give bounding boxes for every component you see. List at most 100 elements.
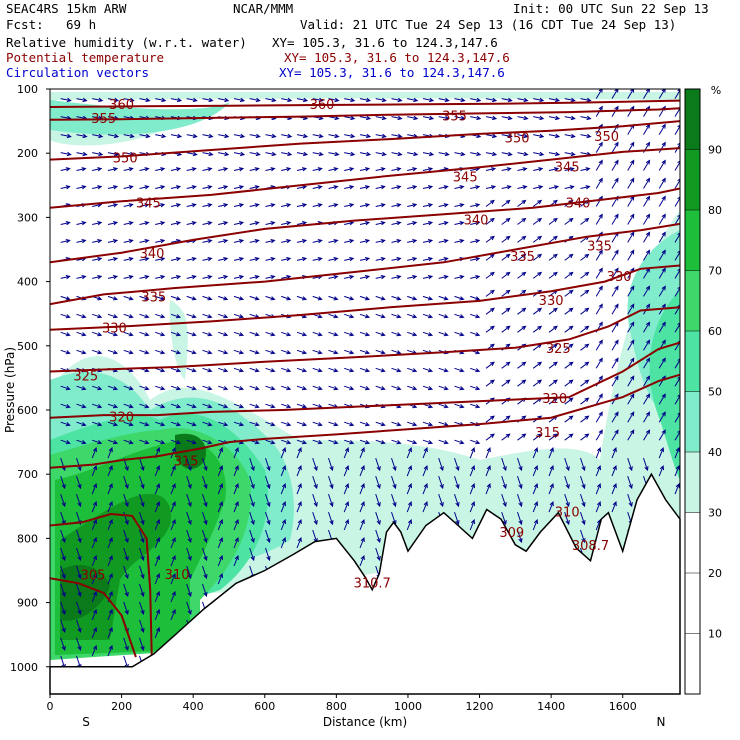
wind-vector [627,89,635,99]
theta-label: 340 [464,214,489,229]
wind-vector [312,367,323,373]
wind-vector [186,185,197,190]
colorbar-segment [685,149,700,210]
theta-contour-345 [50,147,680,209]
theta-contour-310 [50,512,153,667]
wind-vector [658,411,666,423]
wind-vector [359,275,371,280]
wind-vector [107,385,119,391]
wind-vector [611,501,617,513]
wind-vector [470,403,481,409]
wind-vector [627,105,635,117]
wind-vector [532,217,543,225]
wind-vector [60,275,71,280]
wind-vector [375,439,386,445]
wind-vector [312,133,324,139]
wind-vector [595,357,603,369]
wind-vector [328,421,339,427]
wind-vector [312,439,323,445]
wind-vector [60,421,71,427]
wind-vector [627,339,635,351]
wind-vector [391,493,397,508]
wind-vector [123,313,134,319]
wind-vector [485,289,495,297]
wind-vector [202,257,213,262]
wind-vector [60,97,72,103]
wind-vector [595,249,603,261]
theta-label: 350 [113,151,138,166]
theta-label: 308.7 [572,539,609,554]
wind-vector [249,529,255,544]
wind-vector [170,275,182,280]
wind-vector [658,447,664,459]
wind-vector [517,493,523,508]
theta-label: 315 [535,426,560,441]
wind-vector [532,271,543,279]
wind-vector [186,133,198,139]
wind-vector [375,421,386,427]
wind-vector [407,257,418,262]
wind-vector [296,239,308,244]
wind-vector [233,257,245,262]
wind-vector [438,115,450,121]
wind-vector [454,493,460,508]
wind-vector [123,583,129,598]
wind-vector [548,235,558,243]
wind-vector [107,536,113,549]
wind-vector [533,97,545,103]
wind-vector [438,185,449,190]
wind-vector [280,501,286,513]
wind-vector [107,295,119,301]
wind-vector [517,253,527,261]
wind-vector [454,97,466,103]
wind-vector [265,385,276,391]
wind-vector [60,331,71,337]
wind-vector [422,295,434,301]
wind-vector [249,167,260,172]
colorbar-label: 50 [708,386,722,399]
wind-vector [438,475,444,490]
x-tick-label: 1000 [394,700,422,713]
wind-vector [249,385,260,391]
wind-vector [265,239,276,244]
wind-vector [391,257,402,262]
field-vectors-name: Circulation vectors [6,65,149,80]
wind-vector [202,583,208,598]
wind-vector [233,465,239,477]
wind-vector [249,511,255,526]
wind-vector [186,403,197,409]
wind-vector [643,375,651,387]
wind-vector [202,385,213,391]
wind-vector [501,379,511,387]
wind-vector [170,501,176,513]
wind-vector [454,185,465,190]
model-title: SEAC4RS 15km ARW [6,1,127,16]
y-tick-label: 200 [17,147,38,160]
wind-vector [674,304,680,315]
wind-vector [328,313,339,319]
wind-vector [643,105,651,117]
wind-vector [249,367,260,373]
wind-vector [139,457,145,472]
wind-vector [343,447,349,459]
wind-vector [312,511,318,526]
wind-vector [564,185,575,190]
wind-vector [391,275,402,280]
wind-vector [517,511,523,526]
wind-vector [233,554,239,567]
wind-vector [611,285,619,297]
wind-vector [60,565,66,580]
wind-vector [123,547,129,562]
wind-vector [218,97,230,103]
wind-vector [218,239,229,244]
wind-vector [265,203,276,208]
wind-vector [186,493,192,508]
wind-vector [328,331,339,337]
wind-vector [674,322,680,333]
wind-vector [312,349,323,355]
wind-vector [170,221,182,226]
wind-vector [170,554,176,567]
wind-vector [406,501,412,513]
theta-contour-325 [50,306,680,373]
